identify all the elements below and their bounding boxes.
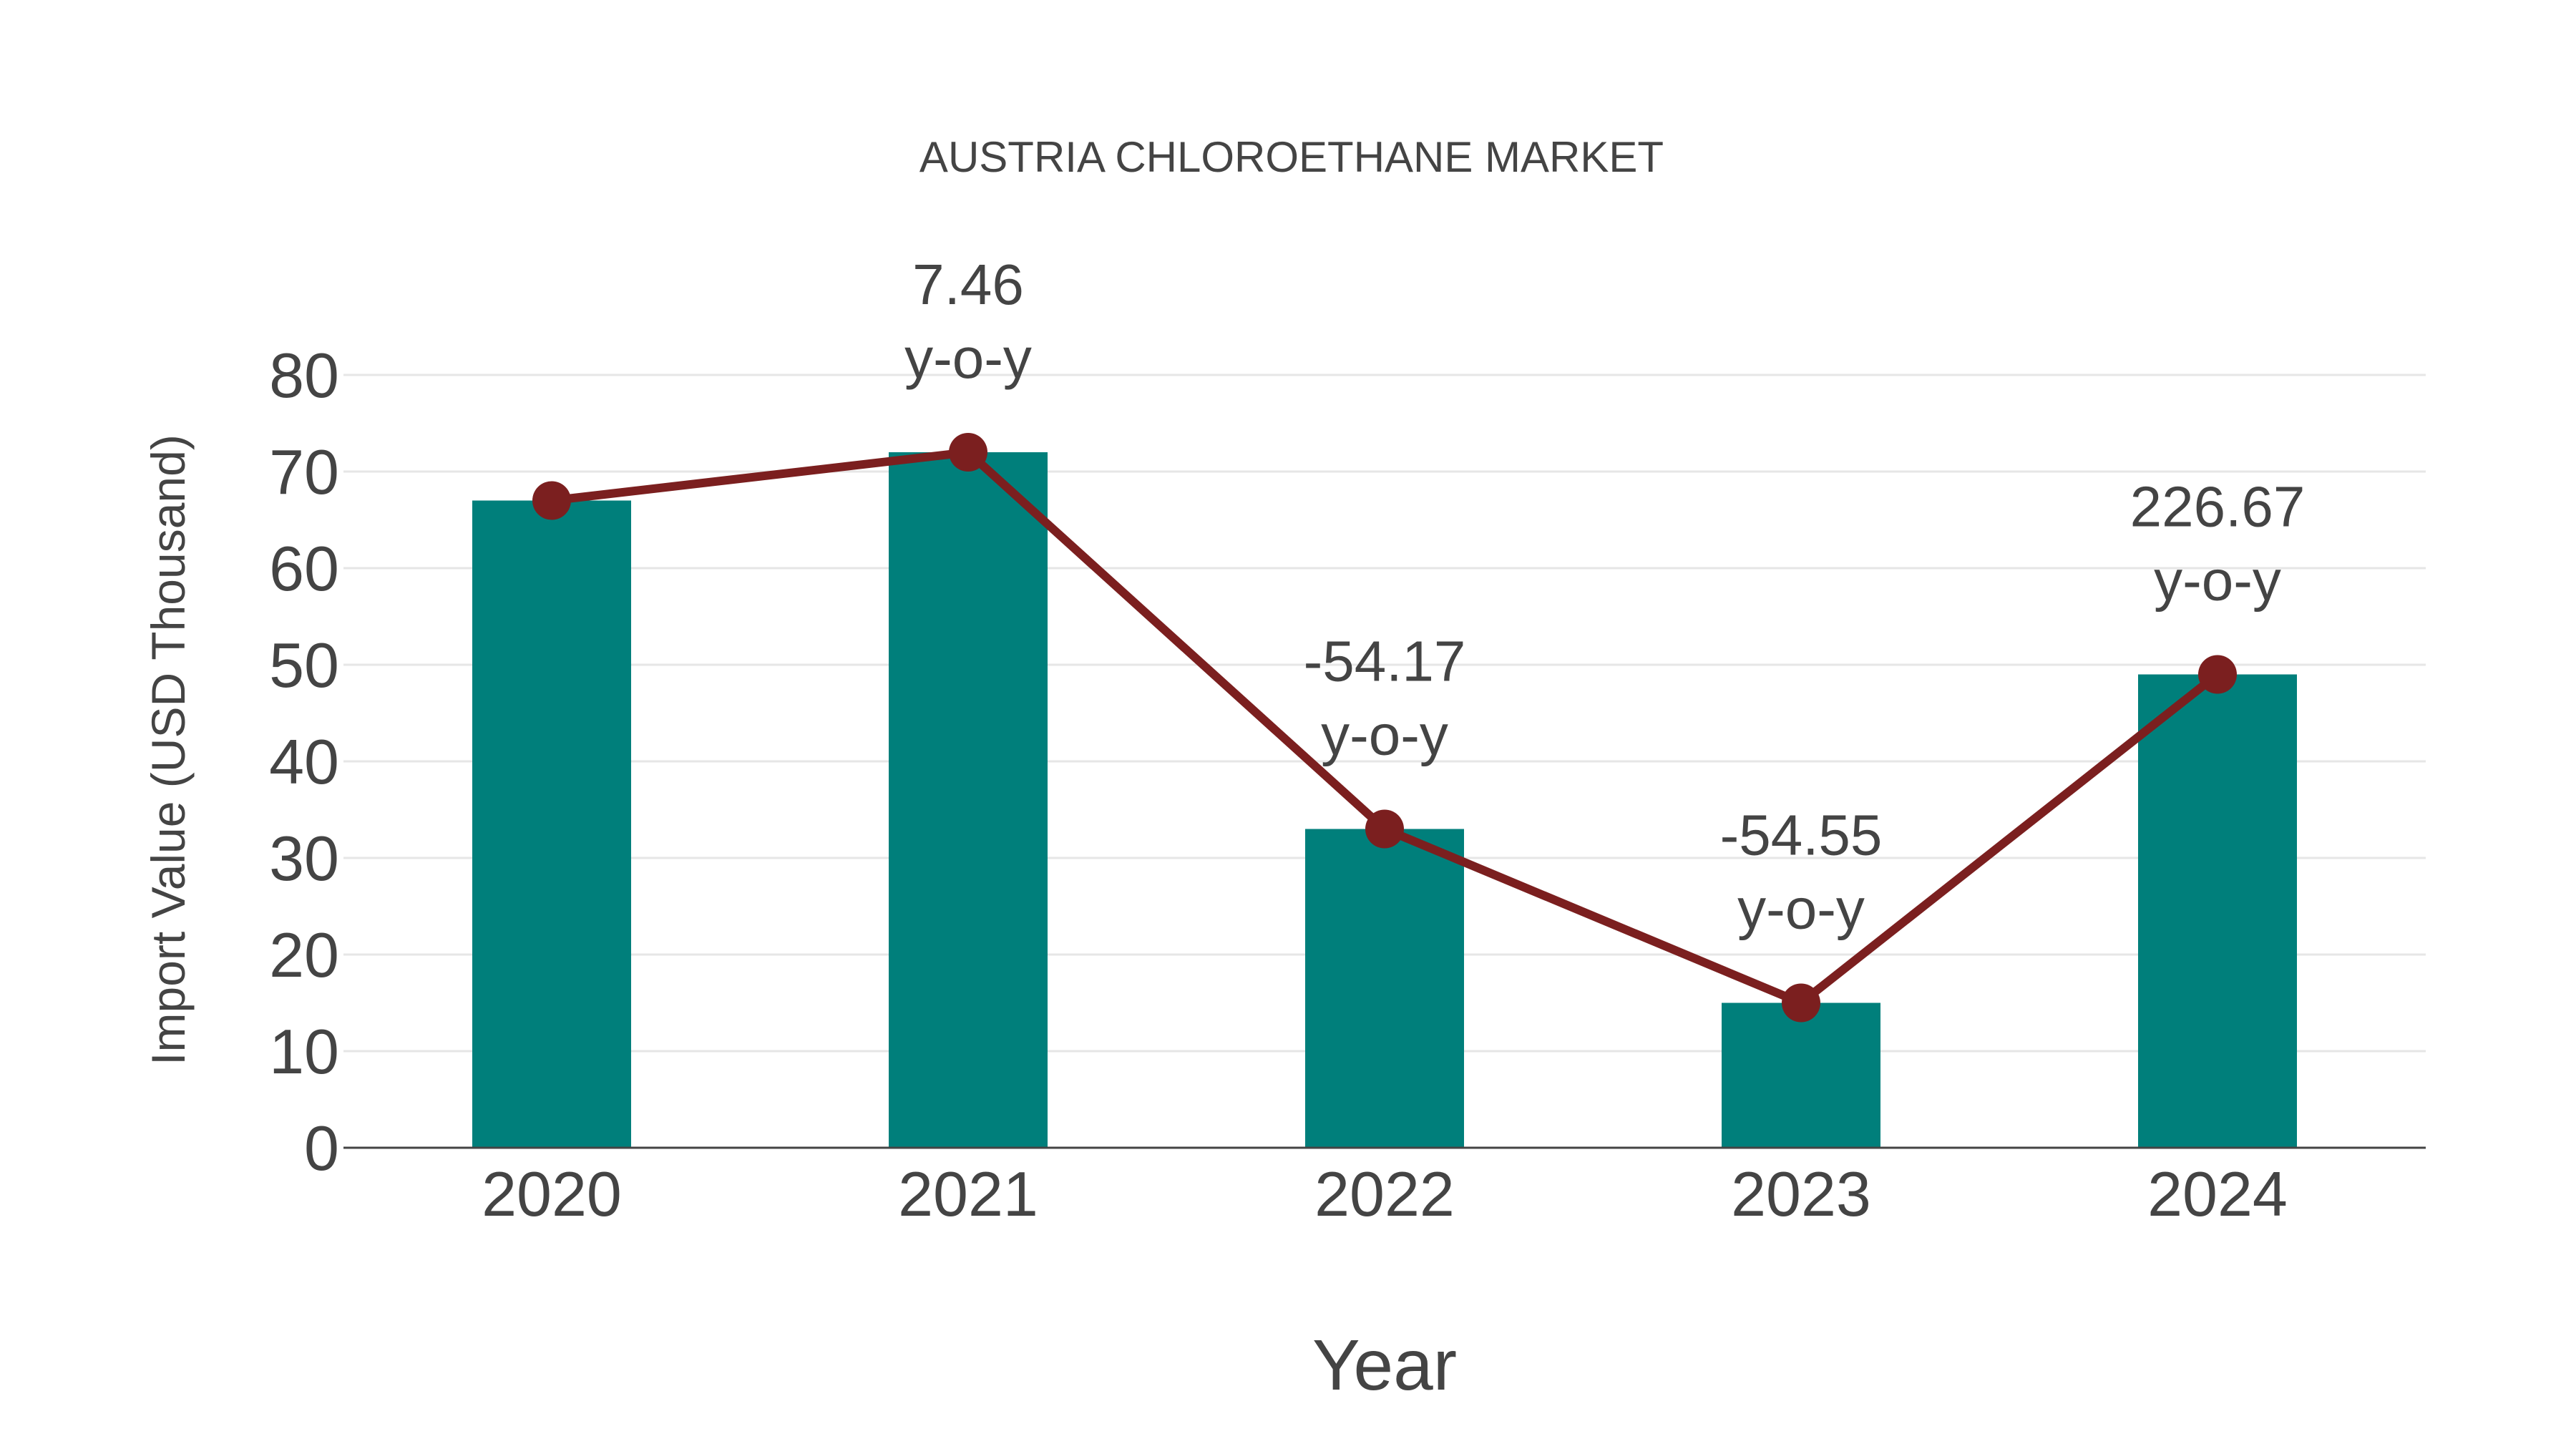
- x-tick-label: 2024: [2147, 1158, 2288, 1229]
- trend-marker-2021: [949, 433, 987, 472]
- trend-marker-2022: [1365, 809, 1404, 849]
- yoy-suffix-2021: y-o-y: [904, 326, 1032, 390]
- y-tick-label: 70: [269, 436, 339, 507]
- x-tick-label: 2023: [1731, 1158, 1871, 1229]
- bar-2020: [472, 500, 631, 1148]
- y-axis-title: Import Value (USD Thousand): [142, 434, 195, 1065]
- trend-marker-2024: [2198, 655, 2237, 694]
- y-tick-label: 80: [269, 340, 339, 411]
- x-tick-label: 2022: [1314, 1158, 1455, 1229]
- yoy-value-2022: -54.17: [1304, 630, 1466, 693]
- chart-title: AUSTRIA CHLOROETHANE MARKET: [919, 133, 1664, 181]
- x-tick-label: 2020: [482, 1158, 622, 1229]
- y-tick-label: 20: [269, 919, 339, 990]
- y-tick-label: 0: [304, 1113, 339, 1184]
- yoy-suffix-2024: y-o-y: [2154, 549, 2281, 613]
- yoy-value-2023: -54.55: [1720, 804, 1883, 867]
- trend-line: [532, 433, 2237, 1023]
- bar-2024: [2138, 674, 2297, 1148]
- trend-marker-2023: [1782, 983, 1820, 1023]
- y-tick-label: 40: [269, 726, 339, 797]
- x-axis-title: Year: [1312, 1325, 1457, 1405]
- x-tick-label: 2021: [898, 1158, 1038, 1229]
- yoy-annotations: 7.46 y-o-y -54.17 y-o-y -54.55 y-o-y 226.67 y-o…: [904, 253, 2305, 941]
- yoy-value-2021: 7.46: [912, 253, 1024, 316]
- yoy-suffix-2022: y-o-y: [1321, 703, 1448, 767]
- y-tick-label: 10: [269, 1016, 339, 1087]
- bar-2021: [889, 452, 1048, 1148]
- y-tick-label: 30: [269, 823, 339, 894]
- yoy-suffix-2023: y-o-y: [1737, 877, 1865, 941]
- y-axis-ticks: 0 10 20 30 40 50 60 70 80: [269, 340, 339, 1184]
- y-tick-label: 50: [269, 630, 339, 701]
- bar-2023: [1722, 1002, 1880, 1148]
- trend-marker-2020: [532, 481, 571, 520]
- bars: [472, 452, 2297, 1148]
- yoy-value-2024: 226.67: [2130, 475, 2306, 539]
- x-axis-ticks: 2020 2021 2022 2023 2024: [482, 1158, 2288, 1229]
- bar-2022: [1305, 829, 1464, 1148]
- y-tick-label: 60: [269, 533, 339, 604]
